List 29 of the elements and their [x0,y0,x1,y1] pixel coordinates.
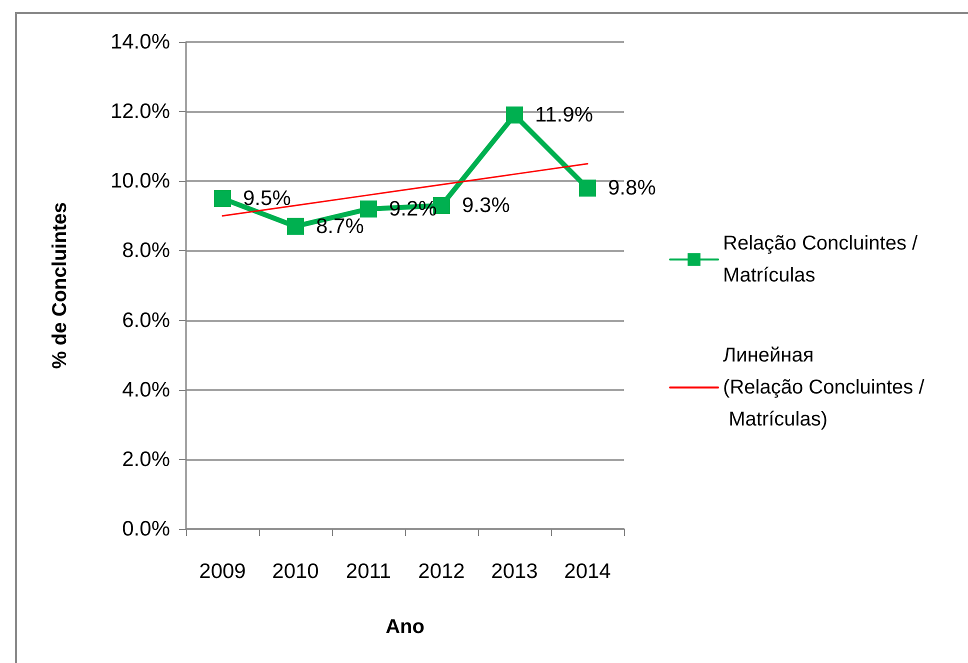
y-tick-label: 10.0% [110,170,170,193]
x-tick-label: 2009 [199,560,246,583]
y-tick-label: 4.0% [122,378,170,402]
x-tick-label: 2010 [272,560,319,583]
x-tick-label: 2013 [491,560,538,583]
point [360,200,377,218]
y-tick-label: 14.0% [110,30,170,54]
data-label: 9.3% [462,194,510,217]
data-label: 11.9% [535,104,593,127]
y-axis-title: % de Concluintes [49,202,71,369]
x-axis-title: Ano [386,616,424,638]
y-tick-label: 0.0% [122,518,170,540]
point [214,190,231,208]
y-tick-label: 12.0% [110,100,170,124]
x-tick-label: 2012 [418,560,465,583]
y-tick-label: 8.0% [122,239,170,262]
point [579,180,596,197]
legend-label: Линейная (Relação Concluintes / Matrículas) [723,344,925,430]
legend-label: Relação Concluintes / Matrículas [723,232,924,286]
line-series [222,163,588,217]
x-tick-label: 2011 [346,560,392,583]
point [506,106,523,124]
x-tick-label: 2014 [564,560,612,583]
data-label: 9.5% [243,187,291,210]
y-tick-label: 2.0% [122,448,170,471]
data-label: 9.8% [608,176,656,200]
data-label: 8.7% [316,214,364,238]
y-tick-label: 6.0% [122,308,170,332]
point [287,218,304,235]
